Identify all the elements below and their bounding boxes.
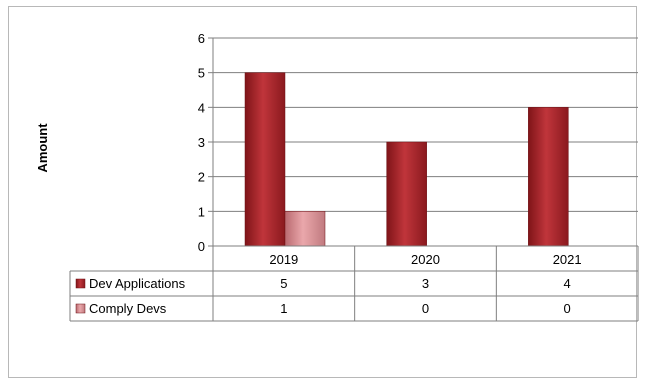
data-label: 1	[280, 301, 287, 316]
bar-comply-devs-2019	[284, 211, 326, 247]
y-tick-label: 2	[198, 170, 205, 185]
x-tick-label: 2020	[411, 252, 440, 267]
data-label: 0	[422, 301, 429, 316]
y-tick-label: 6	[198, 31, 205, 46]
data-label: 0	[564, 301, 571, 316]
data-label: 5	[280, 276, 287, 291]
y-axis-label: Amount	[35, 123, 50, 173]
y-tick-label: 1	[198, 204, 205, 219]
legend-swatch-dev-applications	[75, 278, 86, 289]
y-tick-label: 4	[198, 100, 205, 115]
y-tick-label: 0	[198, 239, 205, 254]
x-tick-label: 2019	[269, 252, 298, 267]
bar-dev-applications-2019	[244, 72, 286, 247]
bars	[244, 72, 569, 247]
bar-dev-applications-2020	[386, 141, 427, 247]
data-label: 4	[564, 276, 571, 291]
legend-label: Comply Devs	[89, 301, 167, 316]
y-tick-label: 5	[198, 66, 205, 81]
y-axis-ticks: 0 1 2 3 4 5 6	[198, 31, 205, 254]
data-table: 2019 2020 2021 Dev Applications 5 3 4 Comply De…	[69, 245, 639, 322]
y-tick-label: 3	[198, 135, 205, 150]
legend-label: Dev Applications	[89, 276, 186, 291]
legend-swatch-comply-devs	[75, 303, 86, 314]
data-label: 3	[422, 276, 429, 291]
bar-dev-applications-2021	[528, 107, 569, 247]
x-tick-label: 2021	[553, 252, 582, 267]
